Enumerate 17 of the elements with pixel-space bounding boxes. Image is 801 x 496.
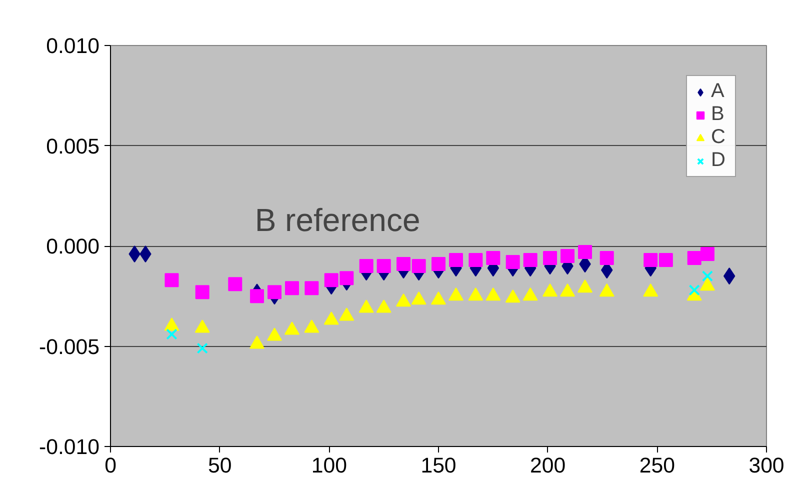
y-tick-label: -0.005 xyxy=(39,334,100,359)
y-tick-label: 0.000 xyxy=(46,234,100,258)
annotation: B reference xyxy=(254,202,420,238)
x-tick-label: 300 xyxy=(748,454,784,478)
legend-label: A xyxy=(711,80,726,103)
legend-label: B xyxy=(711,103,726,126)
x-tick-label: 200 xyxy=(530,454,566,478)
y-tick-label: 0.010 xyxy=(46,34,100,58)
x-tick-label: 0 xyxy=(104,454,117,478)
legend-label: D xyxy=(711,149,726,172)
legend-label: C xyxy=(711,126,726,149)
y-tick-label: -0.010 xyxy=(39,435,100,459)
x-tick-label: 50 xyxy=(208,454,232,478)
x-tick-label: 100 xyxy=(311,454,348,478)
x-tick-label: 150 xyxy=(420,454,456,478)
x-tick-label: 250 xyxy=(639,454,676,478)
y-tick-label: 0.005 xyxy=(46,134,100,158)
